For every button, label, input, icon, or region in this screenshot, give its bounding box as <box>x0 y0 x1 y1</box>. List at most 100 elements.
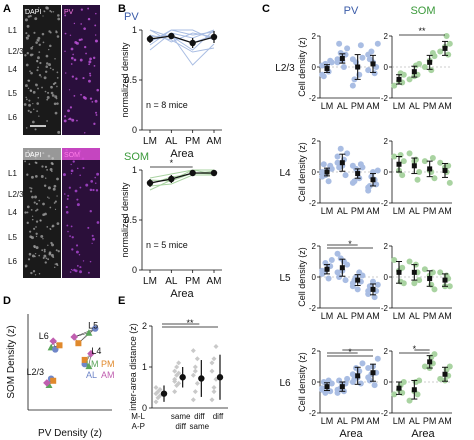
cell-dot <box>76 203 80 207</box>
x-tick-label: PM <box>423 311 437 321</box>
cell-dot <box>34 128 37 131</box>
cell-dot <box>80 38 83 41</box>
x-tick-label: LM <box>393 416 406 426</box>
y-tick-label: -2 <box>309 199 317 208</box>
cell-dot <box>37 56 40 60</box>
data-point <box>153 399 159 405</box>
cell-dot <box>47 186 51 190</box>
cell-dot <box>50 253 54 257</box>
cell-dot <box>43 10 45 12</box>
data-point <box>406 258 413 265</box>
point-lm <box>45 381 53 388</box>
data-point <box>365 287 372 294</box>
cell-dot <box>25 96 27 99</box>
cell-dot <box>34 17 38 21</box>
data-point <box>351 76 358 83</box>
sig-bracket-star: * <box>413 344 417 354</box>
y-tick-label: -2 <box>381 199 389 208</box>
cell-dot <box>70 63 73 65</box>
layer-label-bottom: L5 <box>8 233 17 242</box>
x-tick-label: AL <box>337 101 348 111</box>
cell-dot <box>56 222 60 225</box>
cell-dot <box>39 219 42 222</box>
data-point <box>325 178 332 185</box>
y-tick-label: 0.5 <box>124 215 137 225</box>
cell-dot <box>36 110 39 113</box>
cell-dot <box>38 74 42 77</box>
data-point <box>176 370 182 376</box>
x-tick-label: AL <box>409 416 420 426</box>
cell-dot <box>34 274 37 276</box>
cell-dot <box>93 64 96 67</box>
cell-dot <box>33 31 36 34</box>
mean-point <box>411 163 417 169</box>
cell-dot <box>27 258 31 261</box>
cell-dot <box>34 175 38 178</box>
cell-dot <box>26 221 29 225</box>
cell-dot <box>23 103 27 106</box>
cell-dot <box>80 93 82 96</box>
cell-dot <box>89 210 92 213</box>
panel-letter-b: B <box>118 3 126 15</box>
data-point <box>176 380 182 386</box>
y-tick-label: 0 <box>142 403 147 413</box>
cell-dot <box>50 11 53 13</box>
cell-dot <box>49 168 53 171</box>
x-tick-label: PM <box>351 311 365 321</box>
y-label: SOM Density (z) <box>6 325 17 398</box>
cell-dot <box>49 67 52 70</box>
data-point <box>374 281 381 288</box>
mean-point <box>339 384 345 390</box>
mean-point <box>411 69 417 75</box>
x-tick-label: AM <box>366 311 380 321</box>
cell-dot <box>70 163 72 166</box>
cell-dot <box>24 160 26 163</box>
data-point <box>349 371 356 378</box>
data-point <box>209 397 215 403</box>
legend-am: AM <box>101 370 115 380</box>
y-tick-label: 0 <box>384 63 389 72</box>
cell-dot <box>79 266 82 269</box>
cell-dot <box>73 58 77 62</box>
y-tick-label: 1 <box>132 25 137 35</box>
cell-dot <box>38 115 40 117</box>
data-point <box>357 380 364 387</box>
data-point <box>371 294 378 301</box>
cell-dot <box>94 176 96 179</box>
cell-dot <box>54 57 56 60</box>
panel-letter-e: E <box>118 295 125 307</box>
data-point <box>319 267 326 274</box>
cell-dot <box>80 8 83 11</box>
cell-dot <box>27 87 30 90</box>
data-point <box>374 167 381 174</box>
y-tick-label: 2 <box>384 347 389 356</box>
mean-line <box>149 172 214 184</box>
data-point <box>334 386 341 393</box>
cell-dot <box>89 57 92 61</box>
cell-dot <box>79 270 82 274</box>
cell-dot <box>82 96 86 99</box>
mean-point <box>370 177 376 183</box>
cell-dot <box>39 61 42 65</box>
point-pm <box>50 377 57 384</box>
y-label: Cell density (z) <box>297 142 307 202</box>
mean-point <box>427 59 433 65</box>
data-point <box>334 59 341 66</box>
cell-dot <box>56 177 59 181</box>
cell-dot <box>54 111 58 115</box>
x-tick-label: AL <box>337 311 348 321</box>
cell-dot <box>25 36 29 40</box>
cell-dot <box>68 89 71 91</box>
mean-point <box>210 33 218 41</box>
mean-point <box>210 169 218 177</box>
cell-dot <box>48 197 50 199</box>
cell-dot <box>78 38 82 42</box>
cell-dot <box>84 132 86 134</box>
cell-dot <box>67 109 70 113</box>
cell-dot <box>70 225 73 228</box>
cell-dot <box>64 32 67 35</box>
cell-dot <box>67 118 70 120</box>
cell-dot <box>46 6 49 10</box>
data-point <box>391 153 398 160</box>
